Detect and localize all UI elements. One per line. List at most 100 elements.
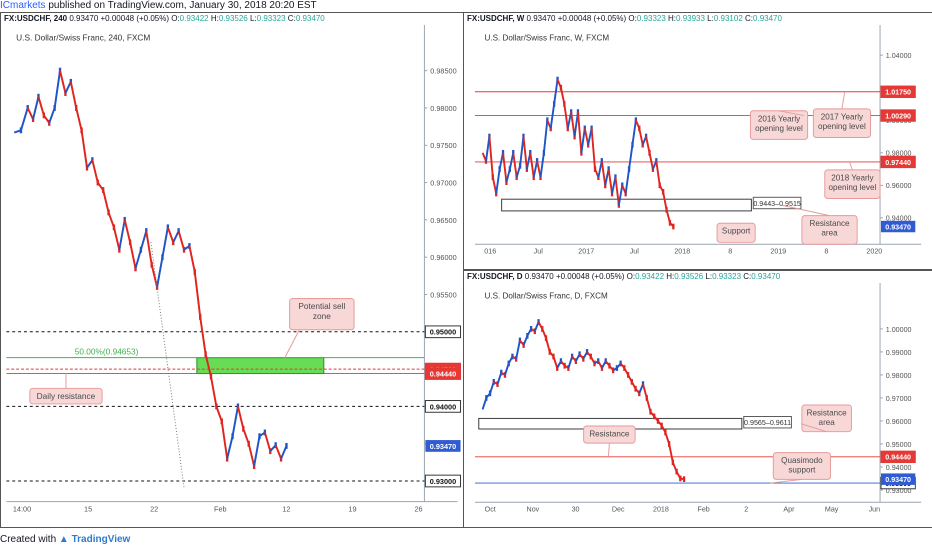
candle bbox=[672, 223, 675, 230]
chart-panel-h4[interactable]: FX:USDCHF, 240 0.93470 +0.00048 (+0.05%)… bbox=[0, 12, 464, 528]
box-label-frame bbox=[752, 196, 802, 210]
header-change: +0.00048 (+0.05%) bbox=[555, 272, 625, 281]
y-tick-label: 0.96000 bbox=[886, 182, 912, 190]
price-segment bbox=[161, 227, 169, 258]
candle bbox=[522, 342, 525, 348]
y-tick-label: 0.97000 bbox=[430, 178, 456, 187]
y-tick-label: 0.98000 bbox=[886, 372, 912, 380]
y-tick-label: 0.97500 bbox=[430, 141, 456, 150]
price-segment bbox=[134, 249, 142, 269]
candle bbox=[549, 125, 552, 132]
header-last: 0.93470 bbox=[67, 14, 101, 23]
price-segment bbox=[177, 230, 185, 250]
candle bbox=[590, 125, 593, 132]
header-l-val: 0.93323 bbox=[712, 272, 742, 281]
callout-w-0-text: opening level bbox=[755, 124, 803, 133]
candle bbox=[626, 372, 630, 378]
candle bbox=[546, 117, 549, 124]
price-tag-label: 0.94440 bbox=[430, 369, 456, 378]
candle bbox=[604, 182, 607, 189]
candle bbox=[182, 246, 186, 253]
chart-svg: U.S. Dollar/Swiss Franc, 240, FXCM 0.9850… bbox=[6, 25, 462, 513]
y-tick-label: 0.94000 bbox=[886, 464, 912, 472]
candle bbox=[525, 166, 529, 172]
x-tick-label: 2018 bbox=[653, 506, 669, 514]
fib-guide bbox=[150, 242, 185, 489]
header-o-lbl: O: bbox=[624, 272, 636, 281]
candle bbox=[593, 360, 596, 367]
x-tick-label: 26 bbox=[414, 504, 422, 513]
panel-header: FX:USDCHF, W 0.93470 +0.00048 (+0.05%) O… bbox=[467, 14, 782, 23]
candle bbox=[537, 319, 540, 325]
price-segment bbox=[75, 107, 83, 131]
price-segment bbox=[53, 70, 61, 109]
header-h-lbl: H: bbox=[665, 14, 677, 23]
price-segment bbox=[37, 96, 45, 116]
candle bbox=[512, 149, 515, 156]
header-l-lbl: L: bbox=[247, 14, 257, 23]
price-segment bbox=[662, 191, 668, 210]
candle bbox=[500, 369, 503, 376]
header-h-lbl: H: bbox=[664, 272, 675, 281]
callout-arrow bbox=[778, 110, 804, 117]
candle bbox=[608, 362, 611, 369]
candle bbox=[665, 206, 668, 213]
chart-panel-weekly[interactable]: FX:USDCHF, W 0.93470 +0.00048 (+0.05%) O… bbox=[463, 12, 932, 270]
callout-w-1-text: opening level bbox=[818, 122, 866, 131]
price-segment bbox=[580, 128, 586, 153]
price-segment bbox=[553, 79, 559, 105]
chart-panel-daily[interactable]: FX:USDCHF, D 0.93470 +0.00048 (+0.05%) O… bbox=[463, 270, 932, 528]
header-o-lbl: O: bbox=[169, 14, 180, 23]
header-last: 0.93470 bbox=[522, 272, 556, 281]
candle bbox=[101, 187, 105, 193]
header-symbol: FX:USDCHF, D bbox=[467, 272, 523, 281]
candle bbox=[498, 166, 501, 172]
candle bbox=[258, 433, 261, 440]
header-change: +0.00048 (+0.05%) bbox=[557, 14, 627, 23]
price-tag-label: 0.95000 bbox=[430, 328, 456, 337]
candle bbox=[535, 158, 539, 164]
price-segment bbox=[614, 177, 620, 206]
author-link[interactable]: ICmarkets bbox=[0, 0, 46, 11]
price-segment bbox=[522, 136, 528, 170]
candle bbox=[161, 254, 164, 261]
callout-d-1-text: Resistance bbox=[589, 429, 630, 438]
callout-w-3-text: area bbox=[821, 229, 838, 238]
x-tick-label: 8 bbox=[728, 248, 732, 256]
box-label: 0.9565–0.9611 bbox=[744, 419, 791, 427]
candle bbox=[576, 109, 580, 115]
candle bbox=[570, 109, 573, 115]
y-tick-label: 1.04000 bbox=[886, 52, 912, 60]
candle bbox=[507, 360, 510, 367]
price-tag bbox=[880, 109, 916, 122]
price-segment bbox=[59, 70, 67, 94]
price-segment bbox=[91, 159, 99, 183]
price-segment bbox=[563, 103, 569, 129]
header-c-val: 0.93470 bbox=[751, 272, 781, 281]
callout-d-2-text: support bbox=[788, 466, 816, 475]
callout-d-0-text: area bbox=[819, 418, 836, 427]
candle bbox=[285, 443, 288, 449]
header-c-lbl: C: bbox=[742, 14, 754, 23]
y-tick-label: 0.98500 bbox=[430, 67, 456, 76]
header-symbol: FX:USDCHF, W bbox=[467, 14, 525, 23]
candle bbox=[515, 174, 518, 181]
x-tick-label: Feb bbox=[214, 504, 227, 513]
x-tick-label: 15 bbox=[84, 504, 92, 513]
callout-arrow bbox=[284, 329, 300, 359]
x-tick-label: 2017 bbox=[578, 248, 594, 256]
candle bbox=[484, 158, 488, 164]
price-segment bbox=[145, 230, 153, 265]
x-tick-label: 2019 bbox=[770, 248, 786, 256]
price-segment bbox=[80, 130, 88, 168]
x-tick-label: May bbox=[825, 506, 839, 514]
chart-title: U.S. Dollar/Swiss Franc, W, FXCM bbox=[485, 33, 610, 42]
candle bbox=[559, 358, 563, 364]
footer-brand[interactable]: TradingView bbox=[71, 534, 131, 545]
callout-d-0-text: Resistance bbox=[807, 408, 848, 417]
candle bbox=[556, 365, 559, 371]
price-segment bbox=[512, 152, 518, 178]
candle bbox=[495, 190, 498, 197]
header-symbol: FX:USDCHF, 240 bbox=[4, 14, 68, 23]
price-segment bbox=[156, 256, 164, 288]
